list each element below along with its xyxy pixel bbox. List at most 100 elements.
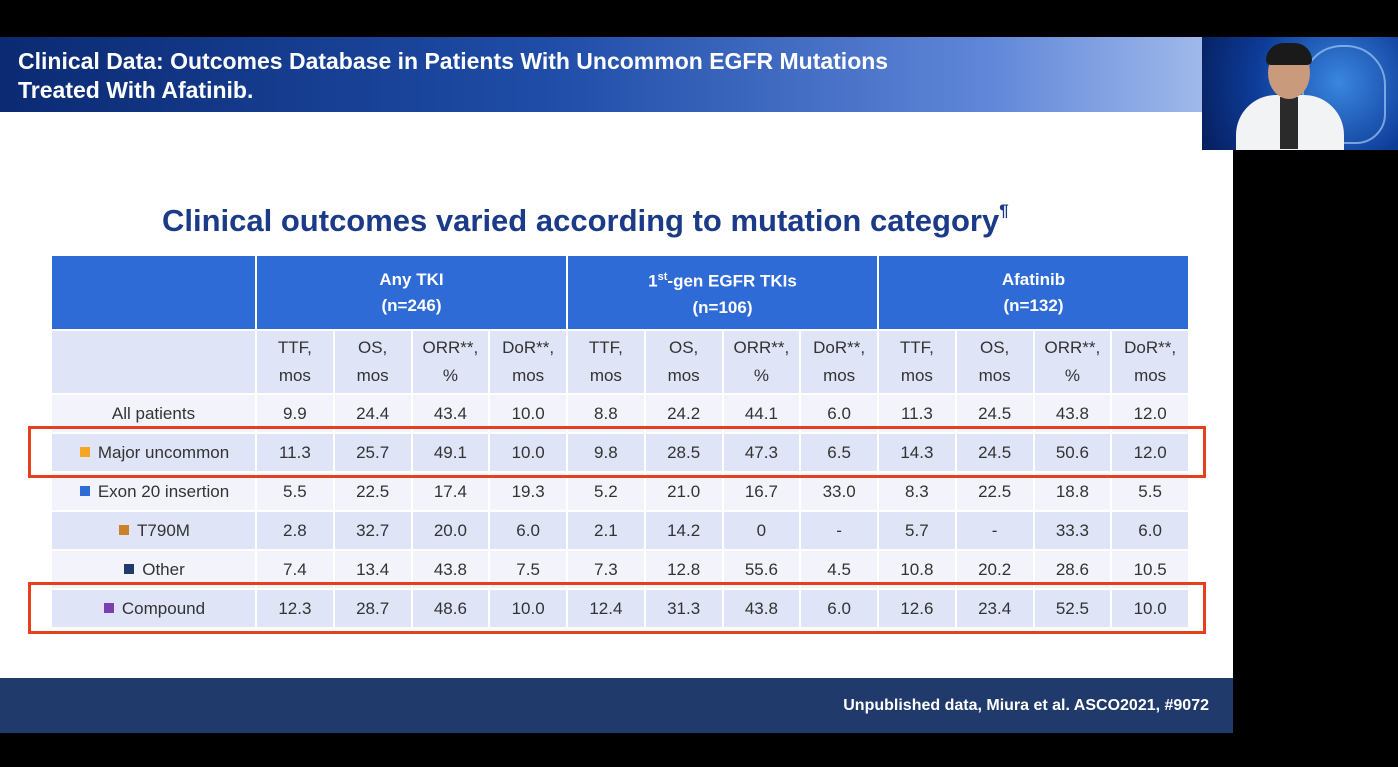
- table-cell: 10.0: [488, 432, 568, 473]
- subheader-metric: ORR**,: [733, 338, 790, 357]
- subheader-unit: mos: [512, 366, 545, 385]
- subheader-cell: DoR**, mos: [488, 329, 568, 395]
- subheader-unit: mos: [823, 366, 856, 385]
- subheader-unit: %: [1064, 366, 1080, 385]
- subheader-metric: ORR**,: [422, 338, 479, 357]
- table-row: Major uncommon 11.3 25.7 49.1 10.0 9.8 28.5 47.…: [50, 432, 1190, 473]
- table-cell: 11.3: [255, 432, 335, 473]
- slide-subtitle: Clinical outcomes varied according to mu…: [162, 201, 1009, 239]
- row-label: Compound: [50, 588, 257, 629]
- row-label-text: Exon 20 insertion: [97, 481, 230, 501]
- table-cell: 18.8: [1032, 471, 1113, 512]
- table-cell: 10.0: [1110, 588, 1190, 629]
- table-cell: 10.0: [488, 588, 568, 629]
- table-cell: 6.0: [1110, 510, 1190, 551]
- table-cell: 12.4: [566, 588, 646, 629]
- presenter-shirt: [1280, 97, 1298, 149]
- slide-title-bar: Clinical Data: Outcomes Database in Pati…: [0, 37, 1233, 112]
- table-row: T790M 2.8 32.7 20.0 6.0 2.1 14.2 0-5.7-33.3 6.0: [50, 510, 1190, 551]
- row-label-text: Major uncommon: [97, 442, 230, 462]
- table-cell: 28.7: [332, 588, 413, 629]
- table-cell: 23.4: [954, 588, 1035, 629]
- presenter-video-feed: [1202, 37, 1398, 150]
- subheader-unit: mos: [1134, 366, 1167, 385]
- legend-swatch-icon: [79, 485, 90, 496]
- row-label: Major uncommon: [50, 432, 257, 473]
- subheader-metric: OS,: [357, 338, 388, 357]
- table-cell: 14.3: [877, 432, 957, 473]
- footer-citation: Unpublished data, Miura et al. ASCO2021,…: [843, 697, 1209, 714]
- group-n: (n=106): [692, 297, 753, 317]
- table-cell: 12.3: [255, 588, 335, 629]
- table-cell: -: [954, 510, 1035, 551]
- subheader-metric: TTF,: [588, 338, 623, 357]
- row-label-text: T790M: [137, 520, 190, 540]
- slide: Clinical Data: Outcomes Database in Pati…: [0, 37, 1233, 733]
- table-cell: 2.1: [566, 510, 646, 551]
- subheader-cell: ORR**,%: [410, 329, 491, 395]
- table-cell: 0: [721, 510, 802, 551]
- highlight-box-major-uncommon: [28, 426, 1206, 478]
- subheader-metric: OS,: [668, 338, 699, 357]
- outcomes-table: Any TKI (n=246) 1st-gen EGFR TKIs (n=106…: [50, 254, 1190, 629]
- subheader-unit: mos: [356, 366, 389, 385]
- table-cell: 28.5: [643, 432, 724, 473]
- subheader-metric: ORR**,: [1044, 338, 1101, 357]
- presenter-hair: [1266, 43, 1312, 65]
- table-cell: -: [799, 510, 879, 551]
- row-label-text: Compound: [121, 598, 206, 618]
- subheader-cell: OS, mos: [643, 329, 724, 395]
- subheader-cell: OS, mos: [954, 329, 1035, 395]
- row-label-text: All patients: [111, 403, 196, 423]
- subheader-unit: mos: [278, 366, 311, 385]
- group-n: (n=246): [381, 295, 442, 315]
- table-cell: 50.6: [1032, 432, 1113, 473]
- subheader-metric: TTF,: [277, 338, 312, 357]
- group-n: (n=132): [1003, 295, 1064, 315]
- table-cell: 49.1: [410, 432, 491, 473]
- group-header-afatinib: Afatinib (n=132): [877, 254, 1190, 331]
- table-cell: 14.2: [643, 510, 724, 551]
- row-label-text: Other: [142, 559, 185, 579]
- table-cell: 19.3: [488, 471, 568, 512]
- slide-footer: Unpublished data, Miura et al. ASCO2021,…: [0, 678, 1233, 733]
- group-label-pre: 1: [648, 271, 658, 291]
- group-label-sup: st: [657, 271, 668, 284]
- table-cell: 12.6: [877, 588, 957, 629]
- table-group-header-row: Any TKI (n=246) 1st-gen EGFR TKIs (n=106…: [50, 254, 1190, 331]
- subheader-cell: TTF, mos: [877, 329, 957, 395]
- subheader-metric: DoR**,: [813, 338, 866, 357]
- table-cell: 20.0: [410, 510, 491, 551]
- table-cell: 48.6: [410, 588, 491, 629]
- subheader-unit: mos: [978, 366, 1011, 385]
- table-cell: 31.3: [643, 588, 724, 629]
- table-cell: 32.7: [332, 510, 413, 551]
- subtitle-mark: ¶: [999, 201, 1009, 220]
- group-label-post: -gen EGFR TKIs: [667, 271, 797, 291]
- subheader-cell: DoR**, mos: [1110, 329, 1190, 395]
- table-cell: 52.5: [1032, 588, 1113, 629]
- table-cell: 25.7: [332, 432, 413, 473]
- subheader-cell: OS, mos: [332, 329, 413, 395]
- subheader-cell: ORR**,%: [1032, 329, 1113, 395]
- subheader-unit: mos: [900, 366, 933, 385]
- table-subheader-row: TTF, mos OS, mos ORR**,% DoR**, mos TTF, mos OS, m…: [50, 329, 1190, 395]
- legend-swatch-icon: [124, 563, 135, 574]
- legend-swatch-icon: [103, 602, 114, 613]
- legend-swatch-icon: [79, 446, 90, 457]
- lung-graphic-icon: [1302, 45, 1386, 144]
- table-cell: 9.8: [566, 432, 646, 473]
- table-cell: 5.7: [877, 510, 957, 551]
- subheader-cell: ORR**,%: [721, 329, 802, 395]
- table-row: Compound 12.3 28.7 48.6 10.0 12.4 31.3 43.8 6.0 1…: [50, 588, 1190, 629]
- table-cell: 43.8: [721, 588, 802, 629]
- subheader-blank: [50, 329, 257, 395]
- table-corner-cell: [50, 254, 257, 331]
- subheader-unit: mos: [589, 366, 622, 385]
- table-cell: 6.0: [799, 588, 879, 629]
- subheader-cell: DoR**, mos: [799, 329, 879, 395]
- table-cell: 12.0: [1110, 432, 1190, 473]
- table-cell: 2.8: [255, 510, 335, 551]
- subheader-unit: %: [753, 366, 769, 385]
- subheader-cell: TTF, mos: [255, 329, 335, 395]
